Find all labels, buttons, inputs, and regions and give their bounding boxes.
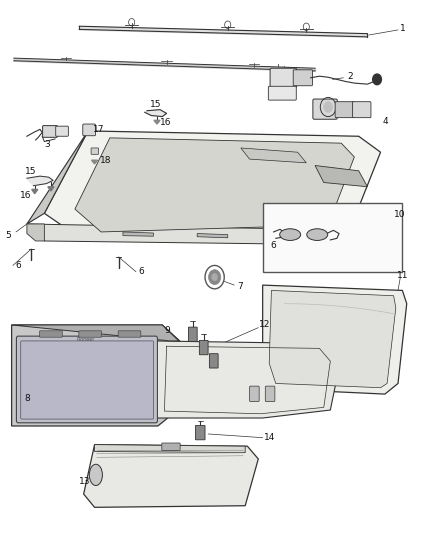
Polygon shape: [197, 233, 228, 238]
FancyBboxPatch shape: [293, 70, 312, 86]
Ellipse shape: [280, 229, 300, 240]
Polygon shape: [149, 341, 341, 418]
FancyBboxPatch shape: [268, 86, 296, 100]
FancyBboxPatch shape: [91, 148, 99, 155]
Text: 2: 2: [347, 71, 353, 80]
Polygon shape: [75, 138, 354, 232]
Text: 1: 1: [399, 25, 405, 34]
Polygon shape: [154, 120, 160, 124]
Polygon shape: [27, 224, 44, 241]
Text: 17: 17: [93, 125, 105, 134]
Text: 6: 6: [270, 241, 276, 250]
FancyBboxPatch shape: [265, 386, 275, 401]
Circle shape: [373, 74, 381, 85]
Polygon shape: [12, 325, 179, 341]
Text: 7: 7: [237, 282, 243, 291]
Polygon shape: [32, 189, 38, 193]
Text: 4: 4: [382, 117, 388, 126]
Polygon shape: [269, 290, 396, 387]
Polygon shape: [27, 131, 88, 224]
Polygon shape: [27, 224, 381, 245]
FancyBboxPatch shape: [199, 341, 208, 355]
Text: 15: 15: [150, 100, 162, 109]
FancyBboxPatch shape: [39, 331, 62, 337]
FancyBboxPatch shape: [270, 68, 297, 87]
Text: 6: 6: [138, 268, 144, 276]
Polygon shape: [27, 176, 53, 185]
Text: 9: 9: [165, 326, 170, 335]
Text: 12: 12: [259, 320, 271, 329]
Text: 10: 10: [395, 210, 406, 219]
FancyBboxPatch shape: [313, 99, 337, 119]
Polygon shape: [241, 148, 306, 163]
FancyBboxPatch shape: [353, 102, 371, 118]
Polygon shape: [95, 445, 245, 453]
FancyBboxPatch shape: [16, 336, 157, 423]
FancyBboxPatch shape: [263, 203, 403, 272]
Ellipse shape: [307, 229, 328, 240]
FancyBboxPatch shape: [195, 425, 205, 440]
FancyBboxPatch shape: [118, 331, 141, 337]
Text: 18: 18: [100, 156, 111, 165]
Polygon shape: [12, 325, 180, 426]
Circle shape: [324, 102, 332, 112]
FancyBboxPatch shape: [162, 443, 180, 450]
FancyBboxPatch shape: [21, 341, 153, 419]
FancyBboxPatch shape: [209, 354, 218, 368]
Polygon shape: [48, 187, 54, 191]
Text: 14: 14: [264, 433, 275, 442]
Text: 11: 11: [397, 271, 408, 279]
Polygon shape: [92, 160, 98, 164]
Text: 6: 6: [15, 261, 21, 270]
Text: 5: 5: [6, 231, 11, 240]
FancyBboxPatch shape: [335, 102, 354, 118]
Polygon shape: [263, 285, 407, 394]
Text: Pioneer: Pioneer: [77, 337, 95, 342]
Text: 15: 15: [25, 167, 36, 176]
Polygon shape: [145, 110, 166, 117]
FancyBboxPatch shape: [79, 331, 102, 337]
Text: 3: 3: [45, 140, 50, 149]
FancyBboxPatch shape: [42, 126, 57, 138]
Text: 16: 16: [160, 118, 172, 127]
Polygon shape: [84, 445, 258, 507]
FancyBboxPatch shape: [188, 327, 197, 342]
Circle shape: [208, 270, 221, 285]
Circle shape: [212, 273, 218, 281]
Polygon shape: [123, 232, 153, 236]
Text: 16: 16: [20, 191, 32, 200]
Ellipse shape: [89, 464, 102, 486]
Text: 8: 8: [24, 394, 30, 403]
Polygon shape: [44, 131, 381, 237]
FancyBboxPatch shape: [250, 386, 259, 401]
Text: 13: 13: [79, 477, 91, 486]
Polygon shape: [162, 325, 184, 349]
Polygon shape: [315, 165, 367, 187]
FancyBboxPatch shape: [83, 124, 95, 136]
FancyBboxPatch shape: [56, 126, 68, 136]
